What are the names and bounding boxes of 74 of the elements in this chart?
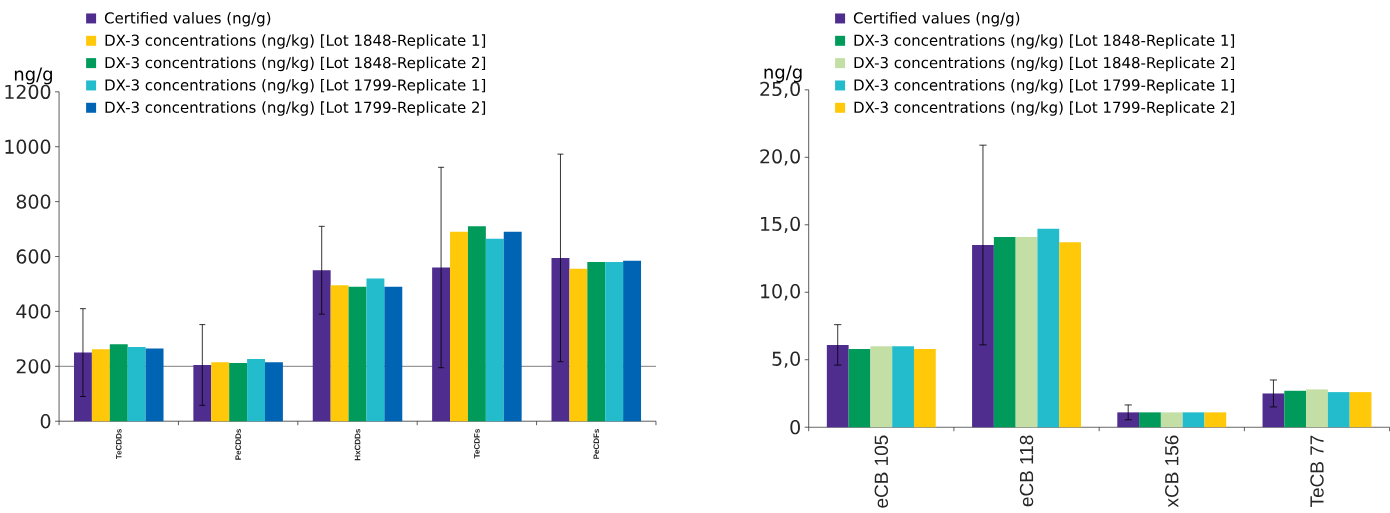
bar: [348, 286, 367, 422]
bar: [91, 349, 110, 422]
bar: [229, 363, 248, 422]
x-tick-label: eCB 105: [874, 435, 889, 508]
bar: [1262, 393, 1285, 428]
bar: [73, 352, 92, 422]
y-tick-label: 600: [16, 249, 51, 264]
bar: [972, 245, 994, 428]
bar: [145, 348, 164, 422]
bar: [1327, 392, 1350, 428]
y-tick-label: 1000: [5, 139, 51, 154]
bar: [312, 270, 331, 422]
y-tick-label: 25,0: [760, 81, 800, 98]
legend-label: DX-3 concentrations (ng/kg) [Lot 1848-Replicate 1]: [854, 34, 1235, 49]
bar: [1284, 390, 1307, 428]
bar: [485, 238, 504, 422]
bar: [1117, 412, 1140, 428]
bar: [384, 286, 403, 422]
bar: [605, 261, 624, 422]
y-tick-label: 400: [16, 304, 51, 319]
bar: [211, 362, 230, 422]
bar: [1182, 412, 1205, 428]
bar: [503, 231, 522, 422]
y-tick-label: 15,0: [761, 216, 800, 233]
bar: [467, 226, 486, 422]
legend-label: DX-3 concentrations (ng/kg) [Lot 1799-Replicate 2]: [854, 101, 1235, 116]
legend-label: DX-3 concentrations (ng/kg) [Lot 1799-Replicate 2]: [105, 101, 486, 116]
bar: [913, 348, 936, 428]
bar: [1037, 228, 1060, 428]
legend-label: DX-3 concentrations (ng/kg) [Lot 1799-Replicate 1]: [854, 79, 1235, 94]
bar: [247, 358, 265, 422]
bar: [1204, 412, 1227, 428]
y-tick-label: 5,0: [772, 351, 800, 368]
y-tick-label: 10,0: [761, 284, 800, 301]
y-tick-label: 200: [16, 359, 51, 374]
x-tick-label: eCB 118: [1019, 435, 1034, 507]
bar: [1160, 412, 1183, 428]
bar: [265, 362, 283, 422]
bar: [330, 285, 349, 422]
legend-label: DX-3 concentrations (ng/kg) [Lot 1848-Replicate 1]: [105, 34, 486, 49]
y-tick-label: 20,0: [760, 149, 800, 166]
bar: [366, 278, 385, 422]
bar: [848, 348, 871, 428]
bar: [870, 346, 893, 428]
bar: [1015, 236, 1038, 428]
bar: [1306, 389, 1328, 428]
bar: [993, 236, 1016, 428]
y-tick-label: 800: [16, 194, 51, 209]
y-axis-title: ng/g: [764, 65, 802, 83]
legend-label: DX-3 concentrations (ng/kg) [Lot 1848-Replicate 2]: [105, 56, 486, 72]
bar: [587, 261, 606, 422]
y-tick-label: 0: [790, 420, 800, 435]
bar: [551, 257, 570, 422]
x-tick-label: TeCB 77: [1310, 435, 1324, 507]
x-tick-label: xCB 156: [1165, 435, 1179, 508]
legend-label: Certified values (ng/g): [104, 12, 271, 27]
bar: [569, 268, 588, 422]
legend-label: DX-3 concentrations (ng/kg) [Lot 1848-Replicate 2]: [854, 56, 1235, 72]
bar: [623, 260, 642, 422]
y-axis-title: ng/g: [14, 67, 52, 85]
bar: [1349, 392, 1372, 428]
bar: [109, 344, 128, 422]
y-tick-label: 1200: [5, 84, 51, 99]
legend-label: Certified values (ng/g): [853, 12, 1020, 27]
bar: [127, 347, 146, 422]
legend-label: DX-3 concentrations (ng/kg) [Lot 1799-Replicate 1]: [105, 79, 486, 94]
bar: [450, 231, 468, 422]
y-tick-label: 0: [40, 414, 51, 429]
bar: [432, 267, 451, 422]
bar: [1139, 412, 1161, 428]
bar: [892, 346, 914, 428]
bar: [1059, 242, 1081, 428]
bar: [826, 344, 849, 428]
bar: [193, 364, 212, 422]
